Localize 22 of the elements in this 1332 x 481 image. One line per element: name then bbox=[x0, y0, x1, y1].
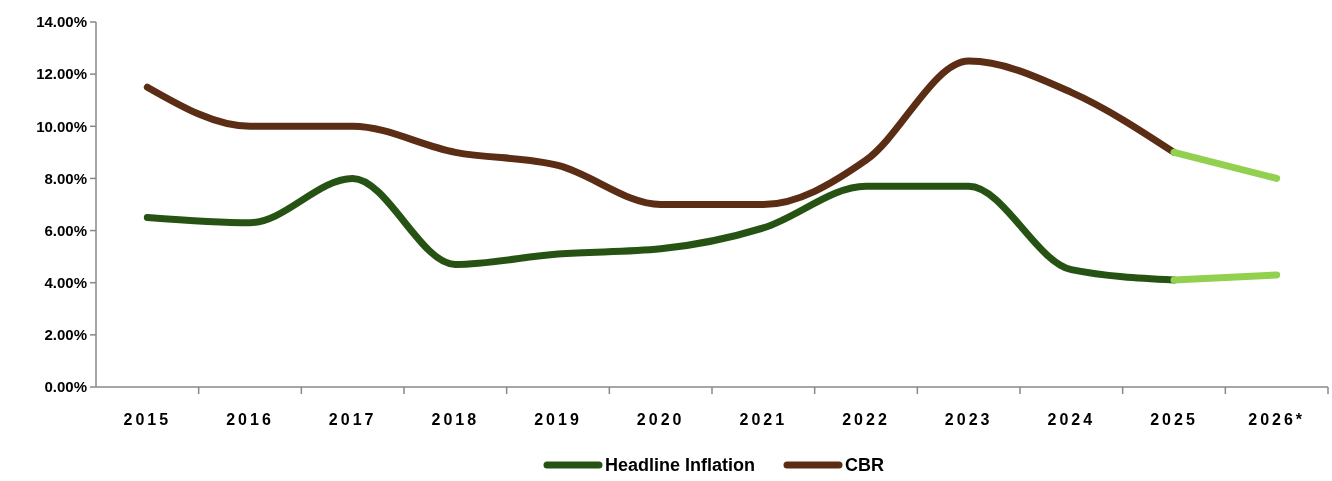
x-tick-label: 2025 bbox=[1150, 411, 1198, 428]
x-tick-label: 2020 bbox=[636, 411, 685, 428]
y-tick-label: 14.00% bbox=[36, 13, 87, 31]
legend-label: CBR bbox=[845, 455, 884, 476]
x-tick-label: 2016 bbox=[226, 411, 274, 428]
y-tick-label: 8.00% bbox=[44, 169, 87, 187]
x-tick-label: 2018 bbox=[431, 411, 480, 428]
x-tick-label: 2022 bbox=[842, 411, 890, 428]
y-tick-label: 2.00% bbox=[44, 326, 87, 344]
y-tick-label: 4.00% bbox=[44, 273, 87, 291]
legend-label: Headline Inflation bbox=[605, 455, 756, 476]
x-tick-label: 2023 bbox=[944, 411, 993, 428]
y-tick-label: 12.00% bbox=[36, 65, 87, 83]
x-tick-label: 2021 bbox=[739, 411, 788, 428]
y-tick-label: 6.00% bbox=[44, 221, 87, 239]
y-tick-label: 10.00% bbox=[36, 117, 87, 135]
x-tick-label: 2026* bbox=[1248, 411, 1306, 428]
x-tick-label: 2015 bbox=[123, 411, 172, 428]
x-tick-label: 2024 bbox=[1047, 411, 1096, 428]
x-tick-label: 2019 bbox=[534, 411, 582, 428]
y-tick-label: 0.00% bbox=[44, 378, 87, 396]
x-tick-label: 2017 bbox=[328, 411, 377, 428]
